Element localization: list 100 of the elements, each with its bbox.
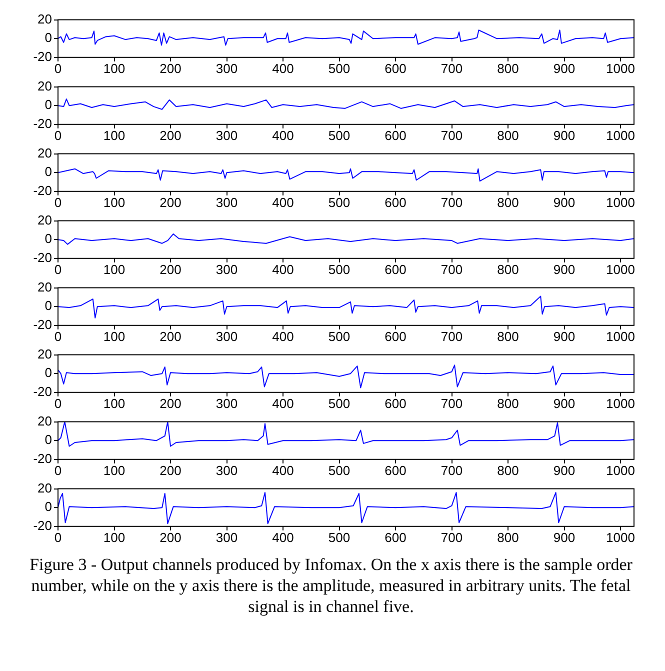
x-tick-label: 700 [440,396,463,411]
x-tick-label: 900 [553,128,576,143]
x-tick-label: 800 [497,194,519,210]
x-tick-label: 400 [272,194,294,210]
x-tick-label: 1000 [606,396,635,411]
x-tick-label: 700 [440,194,463,210]
y-tick-label: 20 [38,78,52,94]
x-tick-label: 0 [54,328,62,344]
x-tick-label: 400 [272,128,294,143]
y-tick-label: 20 [38,212,52,228]
x-tick-label: 1000 [606,462,635,478]
caption: Figure 3 - Output channels produced by Infomax. On the x axis there is the sample order number, while on the y axis there is the amplitude, measured in arbitrary units. The fetal signal is in channel five. [28,554,634,617]
x-tick-label: 0 [54,462,62,478]
x-tick-label: 900 [553,328,576,344]
y-tick-label: 0 [44,97,52,112]
x-tick-label: 0 [54,396,62,411]
x-tick-label: 600 [384,328,406,344]
x-tick-label: 400 [272,396,294,411]
x-tick-label: 1000 [606,328,635,344]
y-tick-label: -20 [33,250,52,265]
x-tick-label: 400 [272,462,294,478]
y-tick-label: 0 [44,499,52,514]
x-tick-label: 0 [54,194,62,210]
x-tick-label: 700 [440,462,463,478]
x-tick-label: 700 [440,530,463,545]
x-tick-label: 800 [497,262,519,277]
x-tick-label: 0 [54,60,62,76]
y-tick-label: 20 [38,413,52,428]
y-tick-label: -20 [33,384,52,399]
x-tick-label: 200 [160,60,182,76]
x-tick-label: 800 [497,60,519,76]
y-tick-label: 0 [44,298,52,314]
x-tick-label: 100 [103,194,126,210]
x-tick-label: 300 [216,462,238,478]
x-tick-label: 800 [497,328,519,344]
y-tick-label: 0 [44,365,52,380]
y-tick-label: 20 [38,279,52,294]
x-tick-label: 500 [328,462,350,478]
x-tick-label: 800 [497,462,519,478]
x-tick-label: 100 [103,262,126,277]
x-tick-label: 600 [384,194,406,210]
x-tick-label: 0 [54,530,62,545]
y-tick-label: -20 [33,116,52,131]
x-tick-label: 500 [328,128,350,143]
x-tick-label: 700 [440,128,463,143]
x-tick-label: 100 [103,462,126,478]
x-tick-label: 200 [160,530,182,545]
x-tick-label: 100 [103,396,126,411]
x-tick-label: 0 [54,128,62,143]
y-tick-label: 0 [44,164,52,180]
x-tick-label: 100 [103,328,126,344]
x-tick-label: 500 [328,396,350,411]
y-tick-label: -20 [33,182,52,198]
x-tick-label: 300 [216,194,238,210]
x-tick-label: 500 [328,60,350,76]
x-tick-label: 1000 [606,530,635,545]
x-tick-label: 1000 [606,262,635,277]
y-tick-label: -20 [33,450,52,466]
x-tick-label: 700 [440,262,463,277]
x-tick-label: 400 [272,530,294,545]
x-tick-label: 600 [384,462,406,478]
x-tick-label: 100 [103,128,126,143]
x-tick-label: 600 [384,396,406,411]
x-tick-label: 0 [54,262,62,277]
y-tick-label: -20 [33,48,52,64]
x-tick-label: 900 [553,60,576,76]
y-tick-label: 20 [38,346,52,362]
y-tick-label: 0 [44,231,52,246]
x-tick-label: 900 [553,262,576,277]
x-tick-label: 300 [216,128,238,143]
x-tick-label: 900 [553,396,576,411]
x-tick-label: 900 [553,462,576,478]
x-tick-label: 1000 [606,128,635,143]
x-tick-label: 400 [272,60,294,76]
x-tick-label: 800 [497,396,519,411]
y-tick-label: -20 [33,518,52,533]
x-tick-label: 200 [160,128,182,143]
x-tick-label: 200 [160,194,182,210]
x-tick-label: 800 [497,530,519,545]
x-tick-label: 1000 [606,194,635,210]
x-tick-label: 100 [103,60,126,76]
x-tick-label: 600 [384,530,406,545]
x-tick-label: 700 [440,60,463,76]
x-tick-label: 300 [216,530,238,545]
x-tick-label: 500 [328,328,350,344]
y-tick-label: 20 [38,480,52,496]
x-tick-label: 300 [216,328,238,344]
x-tick-label: 200 [160,462,182,478]
x-tick-label: 300 [216,60,238,76]
x-tick-label: 1000 [606,60,635,76]
x-tick-label: 500 [328,530,350,545]
y-tick-label: 20 [38,11,52,26]
x-tick-label: 500 [328,262,350,277]
y-tick-label: -20 [33,316,52,332]
x-tick-label: 400 [272,262,294,277]
x-tick-label: 200 [160,396,182,411]
x-tick-label: 600 [384,262,406,277]
x-tick-label: 200 [160,328,182,344]
x-tick-label: 900 [553,194,576,210]
x-tick-label: 600 [384,60,406,76]
